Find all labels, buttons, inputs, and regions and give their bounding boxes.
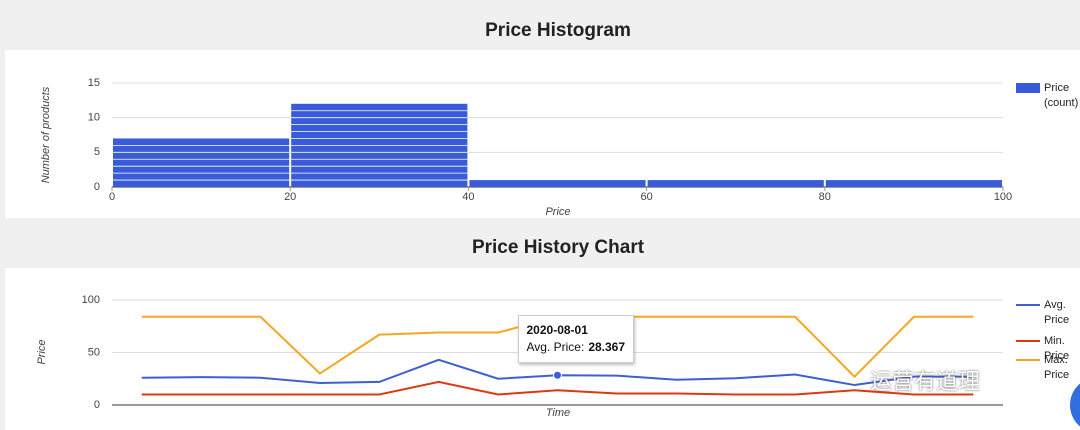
tooltip-date: 2020-08-01: [526, 323, 588, 338]
legend-swatch: [1016, 83, 1040, 93]
point: [553, 370, 562, 380]
y-tick-label: 100: [82, 294, 100, 306]
legend-label: Price (count): [1044, 82, 1079, 109]
legend-label: Min. Price: [1044, 335, 1070, 362]
histogram-panel: [5, 50, 1080, 218]
y-axis-title: Number of products: [40, 86, 52, 183]
series-line: [141, 380, 974, 396]
y-tick-label: 15: [88, 77, 100, 89]
x-tick-label: 20: [284, 191, 296, 203]
floating-button[interactable]: [1070, 377, 1080, 430]
y-tick-label: 0: [94, 399, 100, 411]
y-tick-label: 5: [94, 146, 100, 158]
tooltip-row: Avg. Price: 28.367: [527, 339, 626, 356]
y-tick-label: 0: [94, 181, 100, 193]
x-tick-label: 60: [640, 191, 652, 203]
y-tick-label: 10: [88, 112, 100, 124]
x-axis-title: Price: [545, 206, 570, 218]
x-tick-label: 40: [462, 191, 474, 203]
chart-title: Price History Chart: [472, 237, 645, 258]
x-tick-label: 0: [109, 191, 115, 203]
y-tick-label: 50: [88, 346, 100, 358]
y-axis-title: Price: [36, 339, 48, 364]
watermark: 运营有道理: [870, 370, 981, 395]
tooltip-label: Avg. Price:: [526, 340, 585, 355]
x-axis-title: Time: [546, 407, 570, 419]
x-tick-label: 80: [819, 191, 831, 203]
bar: [825, 180, 1002, 187]
bar: [647, 180, 824, 187]
legend-label: Avg. Price: [1044, 299, 1070, 326]
x-tick-label: 100: [994, 191, 1012, 203]
legend-label: Max. Price: [1044, 354, 1070, 381]
chart-title: Price Histogram: [485, 20, 631, 41]
tooltip-value: 28.367: [588, 340, 626, 355]
bar: [469, 180, 646, 187]
tooltip: 2020-08-01 Avg. Price: 28.367: [517, 315, 635, 364]
bar: [113, 138, 290, 187]
